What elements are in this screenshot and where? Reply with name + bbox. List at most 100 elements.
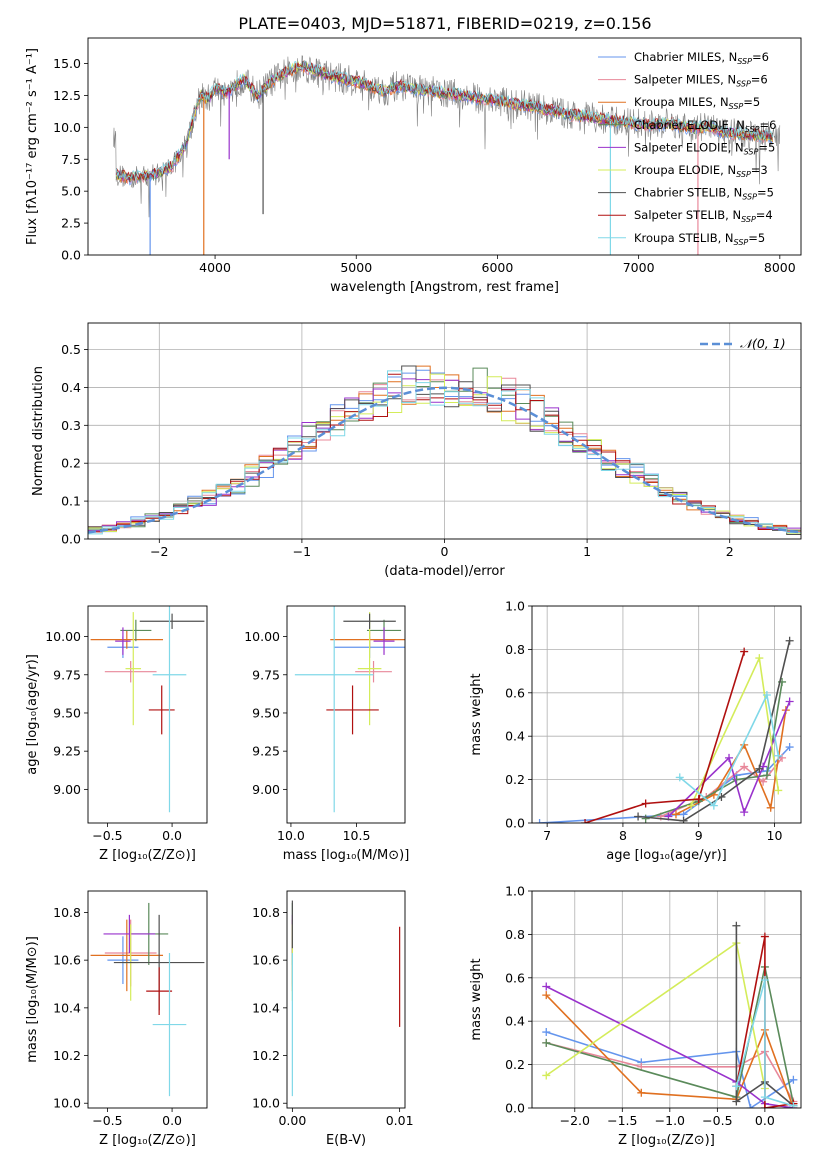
weight-marker <box>789 1101 798 1108</box>
legend-subscript: SSP <box>745 125 760 134</box>
legend-nssp: =5 <box>748 231 765 245</box>
y-tick-label: 1.0 <box>505 884 525 899</box>
weight-marker <box>671 810 680 819</box>
weight-marker <box>725 753 734 762</box>
legend-subscript: SSP <box>736 170 751 179</box>
panel-mass_vs_ebv: 0.00 0.01 10.0 10.2 10.4 10.6 10.8 E(B-V) <box>252 890 414 1148</box>
axes-frame <box>286 890 406 1109</box>
legend-label: Kroupa MILES, NSSP=5 <box>634 95 760 111</box>
x-axis-label: wavelength [Angstrom, rest frame] <box>330 280 559 295</box>
legend-nssp: =5 <box>743 95 760 109</box>
y-tick-label: 0.2 <box>61 456 81 471</box>
errorbar-point <box>139 613 205 629</box>
y-tick-label: 7.5 <box>61 152 81 167</box>
legend-subscript: SSP <box>742 193 757 202</box>
y-tick-label: 10.00 <box>244 629 280 644</box>
panel-spectrum: 4000 5000 6000 7000 8000 0.0 2.5 5.0 7.5 10.0 12.5… <box>25 37 802 295</box>
x-tick-label: −2.0 <box>560 1113 590 1128</box>
y-tick-label: 2.5 <box>61 216 81 231</box>
y-tick-label: 0.6 <box>505 970 525 985</box>
x-tick-label: −0.5 <box>702 1113 732 1128</box>
legend-label: Chabrier ELODIE, NSSP=6 <box>634 118 776 134</box>
legend-label: Kroupa ELODIE, NSSP=3 <box>634 163 768 179</box>
y-tick-label: 10.4 <box>53 1000 81 1015</box>
errorbar-point <box>103 914 156 953</box>
y-tick-label: 10.0 <box>252 1096 280 1111</box>
y-tick-label: 10.8 <box>252 905 280 920</box>
weight-line <box>679 692 780 807</box>
legend-subscript: SSP <box>729 102 744 111</box>
legend-label: Chabrier STELIB, NSSP=5 <box>634 186 774 202</box>
x-tick-label: 0.0 <box>162 1113 182 1128</box>
weight-marker <box>732 1082 741 1091</box>
weight-marker <box>760 975 769 984</box>
weight-marker <box>760 1104 769 1108</box>
errorbar-point <box>146 967 173 1015</box>
x-tick-label: 1 <box>583 544 591 559</box>
x-axis-label: mass [log₁₀(M/M⊙)] <box>283 848 410 863</box>
axes-frame <box>87 605 208 824</box>
y-tick-label: 0.5 <box>61 342 81 357</box>
legend-label: Chabrier MILES, NSSP=6 <box>634 50 769 66</box>
weight-marker <box>762 690 771 699</box>
x-axis-label: Z [log₁₀(Z/Z⊙)] <box>99 1133 196 1148</box>
x-axis-label: age [log₁₀(age/yr)] <box>606 848 727 863</box>
y-tick-label: 5.0 <box>61 184 81 199</box>
legend-subscript: SSP <box>734 238 749 247</box>
legend-subscript: SSP <box>737 57 752 66</box>
errorbar-point <box>152 606 187 813</box>
y-tick-label: 10.2 <box>252 1048 280 1063</box>
y-tick-label: 0.8 <box>505 927 525 942</box>
errorbar-point <box>294 606 374 813</box>
errorbar-point <box>148 685 175 735</box>
weight-marker <box>785 743 794 752</box>
x-tick-label: 8000 <box>764 260 796 275</box>
weight-series <box>634 636 794 823</box>
plot-area <box>88 323 801 539</box>
y-tick-label: 9.50 <box>252 705 280 720</box>
x-tick-label: −1.0 <box>655 1113 685 1128</box>
x-tick-label: 6000 <box>482 260 514 275</box>
y-tick-label: 0.3 <box>61 418 81 433</box>
y-tick-label: 0.4 <box>505 1014 525 1029</box>
errorbar-point <box>125 612 142 726</box>
axes-frame <box>286 605 406 824</box>
y-tick-label: 9.00 <box>252 782 280 797</box>
weight-marker <box>774 751 783 760</box>
y-tick-label: 9.50 <box>53 705 81 720</box>
panel-mass_vs_Z: −0.5 0.0 10.0 10.2 10.4 10.6 10.8 Z [log₁₀(Z/Z⊙… <box>25 890 208 1148</box>
y-axis-label: Flux [fλ10⁻¹⁷ erg cm⁻² s⁻¹ A⁻¹] <box>25 48 40 245</box>
x-tick-label: −0.5 <box>92 828 122 843</box>
x-tick-label: 2 <box>726 544 734 559</box>
legend-label: 𝒩(0, 1) <box>740 336 786 351</box>
x-tick-label: 5000 <box>340 260 372 275</box>
legend-nssp: =6 <box>751 73 768 87</box>
weight-marker <box>774 786 783 795</box>
errorbar-point <box>115 627 131 655</box>
axes-frame <box>531 890 802 1109</box>
panel-age_vs_mass: 10.0 10.5 9.00 9.25 9.50 9.75 10.00 mass [log₁₀… <box>244 605 410 863</box>
x-axis-label: Z [log₁₀(Z/Z⊙)] <box>618 1133 715 1148</box>
legend-nssp: =6 <box>760 118 777 132</box>
y-tick-label: 9.25 <box>252 744 280 759</box>
legend-label: Kroupa STELIB, NSSP=5 <box>634 231 765 247</box>
legend-nssp: =4 <box>756 208 773 222</box>
axes-frame <box>87 37 802 256</box>
y-tick-label: 9.25 <box>53 744 81 759</box>
weight-marker <box>760 1093 769 1102</box>
plot-area <box>113 55 781 255</box>
legend-label: Salpeter STELIB, NSSP=4 <box>634 208 773 224</box>
y-tick-label: 10.2 <box>53 1048 81 1063</box>
panels: 4000 5000 6000 7000 80000.02.55.07.510.012.5… <box>25 37 802 1148</box>
x-tick-label: 0.0 <box>755 1113 775 1128</box>
x-tick-label: 9 <box>695 828 703 843</box>
plot-area <box>294 606 405 813</box>
x-tick-label: 7000 <box>623 260 655 275</box>
errorbar-point <box>152 953 187 1097</box>
weight-marker <box>535 819 544 823</box>
errorbar-point <box>357 612 382 726</box>
weight-marker <box>785 697 794 706</box>
weight-marker <box>581 819 590 823</box>
axes-frame <box>87 322 802 540</box>
panel-weight_vs_age: 7 8 9 10 0.0 0.2 0.4 0.6 0.8 1.0 age [log₁₀(age/yr… <box>469 599 802 863</box>
